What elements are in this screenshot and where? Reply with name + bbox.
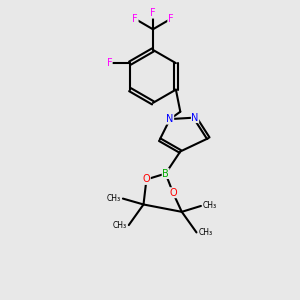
Text: F: F bbox=[150, 8, 156, 18]
Text: F: F bbox=[133, 14, 138, 24]
Text: CH₃: CH₃ bbox=[198, 228, 212, 237]
Text: O: O bbox=[142, 174, 150, 184]
Text: F: F bbox=[106, 58, 112, 68]
Text: N: N bbox=[191, 112, 199, 123]
Text: N: N bbox=[166, 114, 174, 124]
Text: CH₃: CH₃ bbox=[203, 201, 217, 210]
Text: F: F bbox=[168, 14, 173, 24]
Text: CH₃: CH₃ bbox=[107, 194, 121, 203]
Text: B: B bbox=[162, 169, 169, 178]
Text: CH₃: CH₃ bbox=[113, 220, 127, 230]
Text: O: O bbox=[169, 188, 177, 198]
